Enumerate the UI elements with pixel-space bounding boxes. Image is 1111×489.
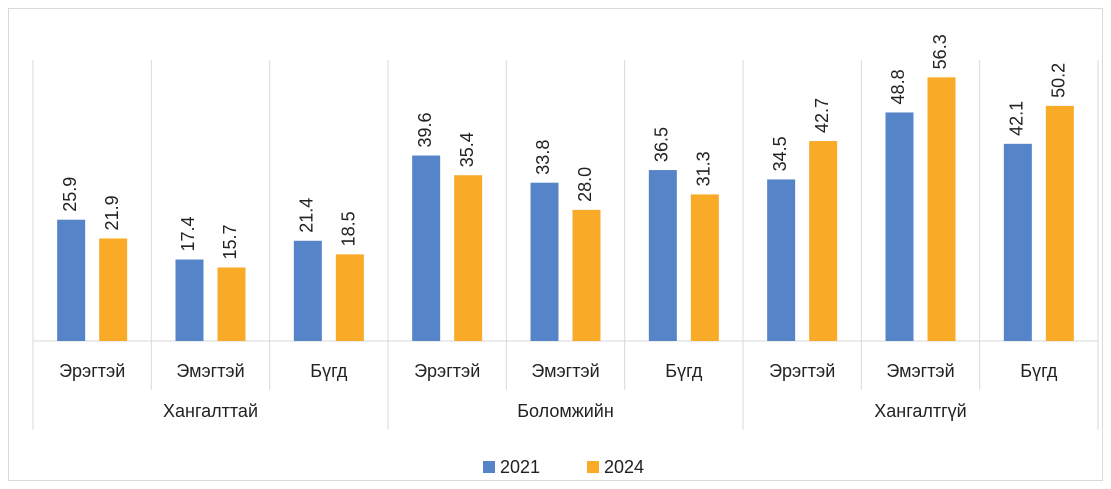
bar xyxy=(885,112,914,341)
data-label: 21.4 xyxy=(297,198,317,233)
group-label: Хангалтгүй xyxy=(874,401,967,421)
bar xyxy=(809,141,838,341)
group-label: Боломжийн xyxy=(517,401,614,421)
bar xyxy=(572,209,601,341)
x-tick-label: Бүгд xyxy=(665,361,703,381)
x-tick-label: Эмэгтэй xyxy=(176,361,244,381)
data-label: 35.4 xyxy=(457,132,477,167)
bar xyxy=(690,194,719,341)
x-tick-label: Эмэгтэй xyxy=(531,361,599,381)
data-label: 15.7 xyxy=(220,224,240,259)
bar xyxy=(217,267,246,341)
x-tick-label: Бүгд xyxy=(310,361,348,381)
data-label: 18.5 xyxy=(339,211,359,246)
bar xyxy=(1003,143,1032,341)
data-label: 42.1 xyxy=(1007,101,1027,136)
bar xyxy=(927,77,956,341)
bar xyxy=(175,259,204,341)
bar xyxy=(767,179,796,341)
x-tick-label: Бүгд xyxy=(1020,361,1058,381)
legend-swatch xyxy=(587,461,599,473)
bar xyxy=(1045,105,1074,341)
legend-label: 2024 xyxy=(604,457,644,477)
data-label: 56.3 xyxy=(930,34,950,69)
bar xyxy=(293,240,322,341)
bar xyxy=(530,182,559,341)
legend-swatch xyxy=(483,461,495,473)
data-label: 31.3 xyxy=(694,151,714,186)
data-label: 28.0 xyxy=(575,167,595,202)
data-label: 21.9 xyxy=(102,195,122,230)
bar xyxy=(454,175,483,341)
data-label: 50.2 xyxy=(1049,63,1069,98)
legend-label: 2021 xyxy=(500,457,540,477)
x-tick-label: Эмэгтэй xyxy=(886,361,954,381)
bar xyxy=(335,254,364,341)
x-tick-label: Эрэгтэй xyxy=(59,361,125,381)
data-label: 17.4 xyxy=(178,216,198,251)
data-label: 33.8 xyxy=(533,140,553,175)
bar xyxy=(648,170,677,341)
x-tick-label: Эрэгтэй xyxy=(414,361,480,381)
chart-border xyxy=(8,8,1103,481)
group-label: Хангалттай xyxy=(163,401,258,421)
data-label: 39.6 xyxy=(415,112,435,147)
bar xyxy=(99,238,128,341)
bar xyxy=(412,155,441,341)
data-label: 25.9 xyxy=(60,177,80,212)
data-label: 48.8 xyxy=(888,69,908,104)
data-label: 36.5 xyxy=(652,127,672,162)
data-label: 34.5 xyxy=(770,136,790,171)
data-label: 42.7 xyxy=(812,98,832,133)
x-tick-label: Эрэгтэй xyxy=(769,361,835,381)
bar xyxy=(57,219,86,341)
